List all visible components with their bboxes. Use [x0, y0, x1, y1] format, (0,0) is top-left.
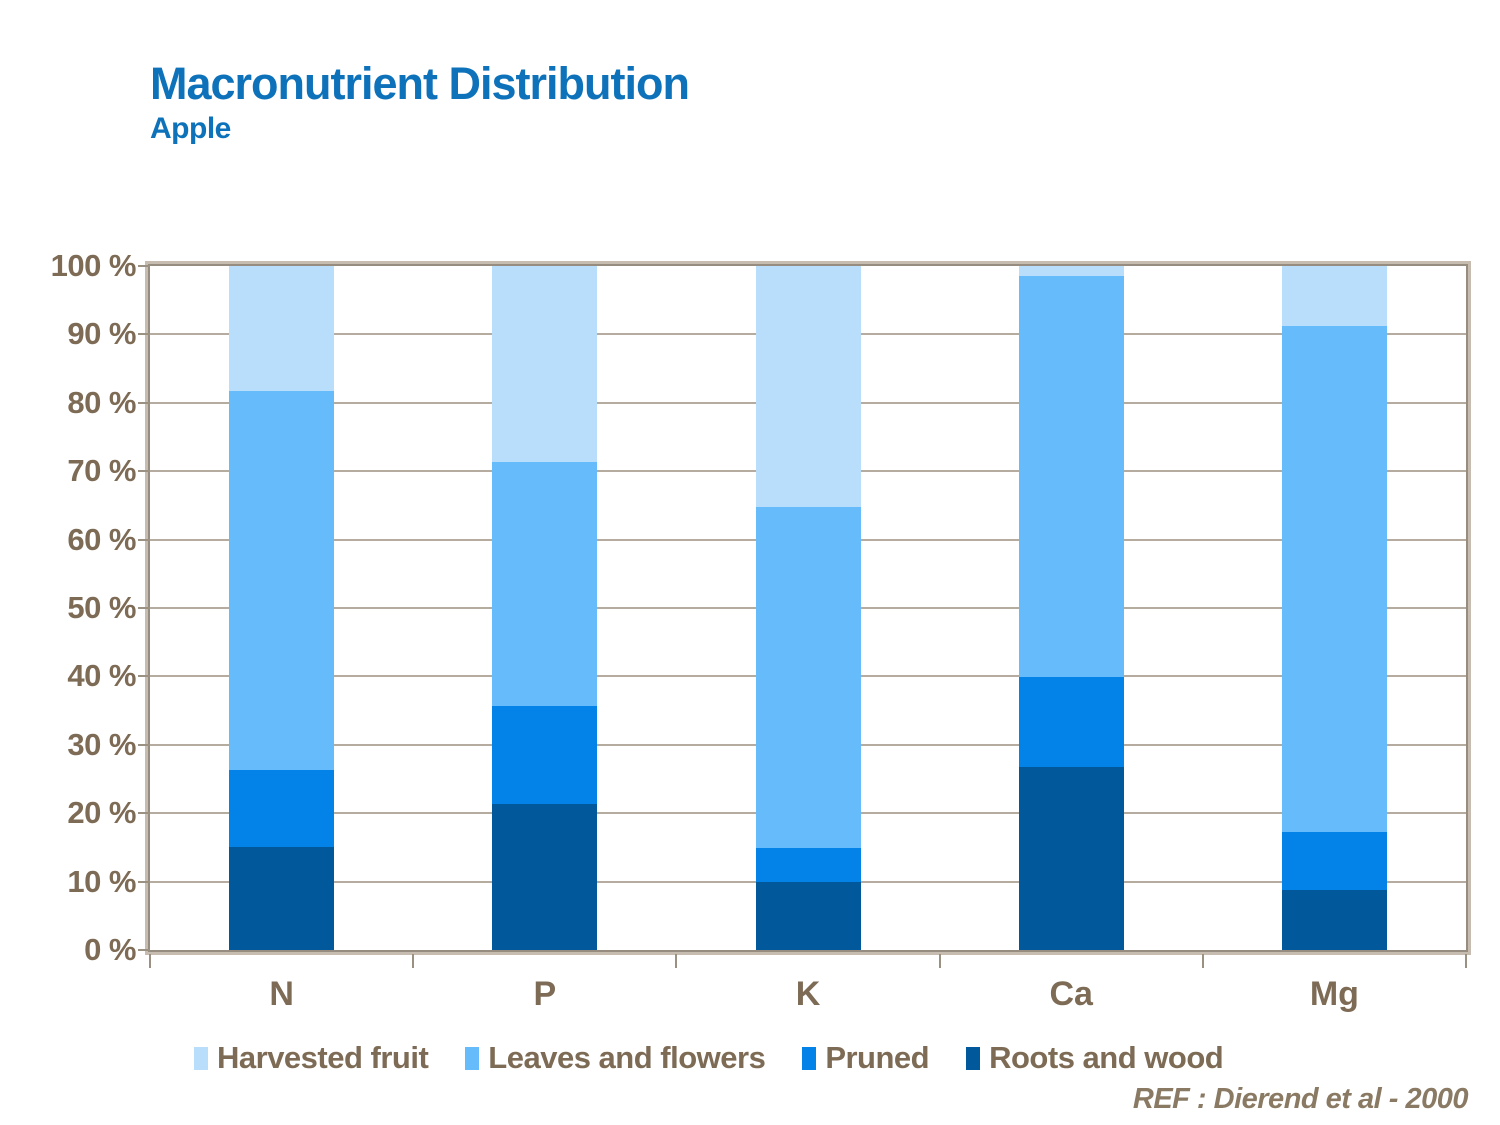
- y-axis-label: 100 %: [50, 248, 137, 283]
- chart-subtitle: Apple: [150, 112, 231, 145]
- legend-label: Harvested fruit: [217, 1040, 429, 1075]
- bar-segment-n-pruned: [229, 770, 335, 848]
- y-tick: [138, 470, 150, 473]
- y-tick: [138, 743, 150, 746]
- x-tick: [1465, 954, 1467, 968]
- y-axis-label: 10 %: [67, 863, 136, 899]
- bar-segment-mg-pruned: [1281, 831, 1387, 890]
- y-tick: [138, 265, 150, 267]
- legend-label: Pruned: [825, 1040, 930, 1075]
- y-axis-label: 70 %: [67, 453, 136, 489]
- x-tick: [412, 954, 415, 968]
- y-tick: [138, 401, 150, 404]
- y-tick: [138, 607, 150, 609]
- legend-swatch-pruned: [802, 1046, 817, 1070]
- y-axis-label: 20 %: [67, 795, 136, 831]
- bar-segment-k-pruned: [755, 848, 861, 883]
- bar-segment-mg-roots-and-wood: [1281, 889, 1387, 950]
- y-tick: [138, 675, 150, 678]
- bar-segment-n-harvested-fruit: [229, 266, 335, 392]
- bar-segment-ca-pruned: [1018, 677, 1124, 767]
- legend-item-harvested-fruit: Harvested fruit: [194, 1040, 429, 1076]
- chart-title: Macronutrient Distribution: [150, 58, 690, 109]
- y-tick: [138, 538, 150, 541]
- reference-text: REF : Dierend et al - 2000: [1132, 1083, 1469, 1115]
- x-axis-label-ca: Ca: [1049, 975, 1093, 1013]
- legend-label: Leaves and flowers: [488, 1040, 766, 1075]
- bar-segment-p-harvested-fruit: [492, 266, 598, 462]
- bar-segment-ca-harvested-fruit: [1018, 266, 1124, 277]
- x-tick: [675, 954, 678, 968]
- bar-segment-k-leaves-and-flowers: [755, 507, 861, 849]
- y-axis-label: 60 %: [67, 521, 136, 557]
- y-tick: [138, 949, 150, 951]
- x-tick: [149, 954, 151, 968]
- bar-segment-mg-harvested-fruit: [1281, 266, 1387, 327]
- x-tick: [1201, 954, 1204, 968]
- bar-segment-k-harvested-fruit: [755, 266, 861, 508]
- y-tick: [138, 880, 150, 883]
- plot-area: [148, 264, 1468, 952]
- x-axis-label-p: P: [533, 975, 557, 1013]
- legend-item-roots-and-wood: Roots and wood: [966, 1040, 1224, 1076]
- y-axis-label: 90 %: [67, 316, 136, 352]
- legend-item-pruned: Pruned: [802, 1040, 930, 1076]
- bar-segment-k-roots-and-wood: [755, 882, 861, 950]
- y-tick: [138, 333, 150, 336]
- bar-segment-mg-leaves-and-flowers: [1281, 326, 1387, 832]
- chart-legend: Harvested fruit Leaves and flowers Pruned R…: [150, 1040, 1480, 1076]
- bar-segment-p-leaves-and-flowers: [492, 461, 598, 706]
- x-axis-label-k: K: [795, 975, 821, 1013]
- bar-segment-n-roots-and-wood: [229, 847, 335, 950]
- legend-swatch-leaves-and-flowers: [465, 1046, 480, 1070]
- y-axis-label: 40 %: [67, 658, 136, 694]
- y-tick: [138, 812, 150, 815]
- y-axis-label: 0 %: [84, 932, 136, 967]
- legend-swatch-harvested-fruit: [194, 1046, 208, 1070]
- legend-label: Roots and wood: [989, 1040, 1224, 1075]
- bar-segment-n-leaves-and-flowers: [229, 391, 335, 771]
- bar-segment-p-pruned: [492, 705, 598, 804]
- bar-segment-ca-roots-and-wood: [1018, 766, 1124, 950]
- x-axis-label-n: N: [269, 975, 294, 1013]
- y-axis-label: 80 %: [67, 384, 136, 420]
- x-tick: [938, 954, 941, 968]
- legend-swatch-roots-and-wood: [966, 1046, 981, 1070]
- y-axis-label: 30 %: [67, 726, 136, 762]
- bar-segment-p-roots-and-wood: [492, 803, 598, 950]
- x-axis-label-mg: Mg: [1309, 975, 1359, 1013]
- y-axis-label: 50 %: [67, 590, 136, 625]
- legend-item-leaves-and-flowers: Leaves and flowers: [465, 1040, 766, 1076]
- bar-segment-ca-leaves-and-flowers: [1018, 276, 1124, 678]
